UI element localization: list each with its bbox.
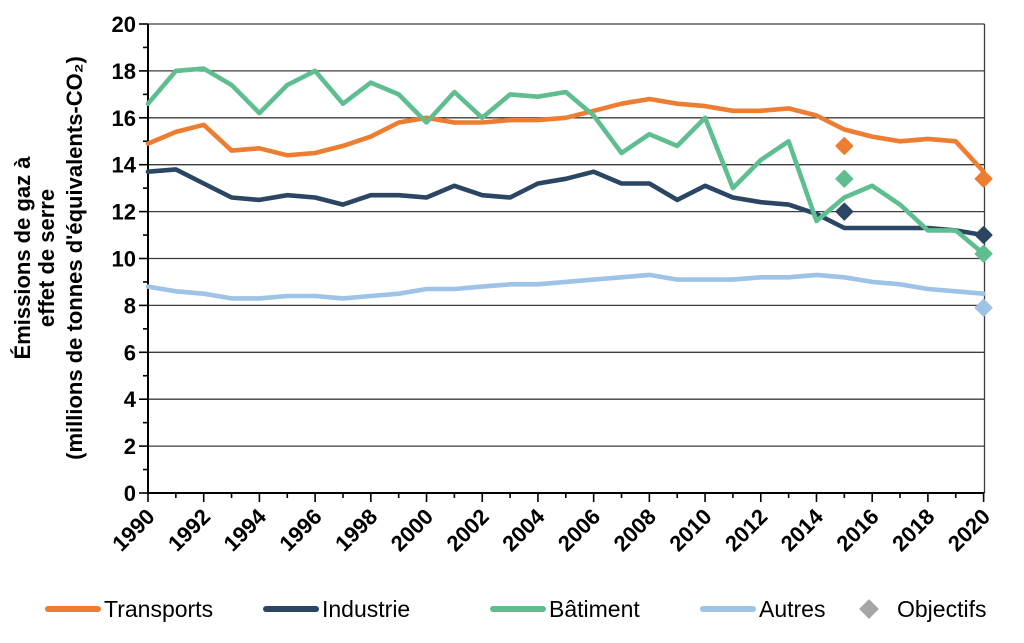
objectif-marker-2020-transports <box>974 169 993 188</box>
legend-label: Transports <box>104 595 214 622</box>
x-tick-label: 2008 <box>609 504 661 556</box>
objectif-marker-2020-autres <box>974 298 993 317</box>
y-tick-label: 0 <box>124 481 136 506</box>
x-tick-label: 1994 <box>219 503 272 556</box>
x-tick-label: 2018 <box>887 504 939 556</box>
y-tick-label: 6 <box>124 340 136 365</box>
y-axis-title-line2: effet de serre <box>34 189 59 327</box>
y-tick-label: 8 <box>124 293 136 318</box>
x-tick-label: 2004 <box>497 503 550 556</box>
x-tick-label: 1992 <box>163 504 215 556</box>
x-tick-label: 2012 <box>720 504 772 556</box>
y-axis-title-line1: Émissions de gaz à <box>10 156 35 360</box>
diamond-icon <box>859 599 879 619</box>
legend: Transports Industrie Bâtiment Autres Objecti… <box>0 588 1024 630</box>
series-line-autres <box>145 272 986 301</box>
objectif-marker-2015-transports <box>835 137 854 155</box>
legend-line-swatch <box>490 606 546 612</box>
y-tick-label: 10 <box>112 247 136 272</box>
legend-line-swatch <box>700 606 756 612</box>
y-tick-label: 2 <box>124 434 136 459</box>
y-tick-label: 18 <box>112 59 136 84</box>
legend-item-autres: Autres <box>700 588 825 630</box>
x-tick-label: 1990 <box>107 504 159 556</box>
legend-line-swatch <box>45 606 101 612</box>
x-tick-label: 2006 <box>553 504 605 556</box>
x-tick-label: 2010 <box>664 504 716 556</box>
y-tick-label: 14 <box>112 153 137 178</box>
legend-label: Industrie <box>322 595 411 622</box>
legend-label: Objectifs <box>897 595 987 622</box>
y-axis-title-line3: (millions de tonnes d'équivalents-CO₂) <box>62 56 87 460</box>
legend-item-batiment: Bâtiment <box>490 588 640 630</box>
y-tick-label: 12 <box>112 200 136 225</box>
objectif-marker-2020-batiment <box>974 244 993 263</box>
x-tick-label: 2014 <box>776 503 829 556</box>
x-tick-label: 2000 <box>386 504 438 556</box>
x-tick-label: 1998 <box>330 504 382 556</box>
x-tick-label: 2016 <box>831 504 883 556</box>
series-line-batiment <box>145 66 986 257</box>
x-tick-label: 2002 <box>441 504 493 556</box>
x-tick-label: 1996 <box>274 504 326 556</box>
series-line-industrie <box>145 167 986 238</box>
objectif-marker-2015-batiment <box>835 169 854 188</box>
y-tick-label: 4 <box>124 387 137 412</box>
legend-item-industrie: Industrie <box>263 588 410 630</box>
legend-label: Autres <box>759 595 826 622</box>
y-tick-label: 16 <box>112 106 136 131</box>
series-line-transports <box>145 96 986 174</box>
legend-item-objectifs: Objectifs <box>855 588 986 630</box>
x-tick-label: 2020 <box>943 504 995 556</box>
legend-line-swatch <box>263 606 319 612</box>
objectif-marker-2015-industrie <box>835 202 854 221</box>
legend-label: Bâtiment <box>549 595 640 622</box>
legend-item-transports: Transports <box>45 588 213 630</box>
objectif-marker-2020-industrie <box>974 226 993 244</box>
y-tick-label: 20 <box>112 12 136 37</box>
